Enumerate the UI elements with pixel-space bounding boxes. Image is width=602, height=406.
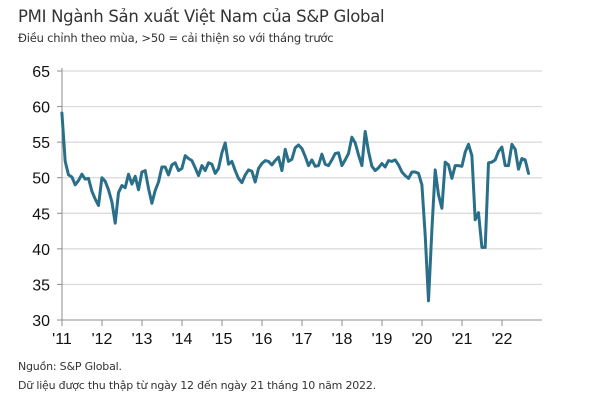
x-tick-label: '14 (172, 331, 193, 348)
y-tick-label: 40 (32, 242, 50, 259)
source-note: Nguồn: S&P Global. (18, 360, 122, 373)
series-line-pmi (60, 111, 530, 303)
chart-title: PMI Ngành Sản xuất Việt Nam của S&P Glob… (18, 7, 385, 26)
chart-subtitle: Điều chỉnh theo mùa, >50 = cải thiện so … (18, 31, 334, 45)
series-group (60, 111, 530, 303)
y-tick-label: 50 (32, 171, 50, 188)
collection-note: Dữ liệu được thu thập từ ngày 12 đến ngà… (18, 379, 376, 392)
x-tick-label: '11 (52, 331, 72, 348)
y-tick-label: 60 (32, 100, 50, 117)
x-axis-labels: '11 '12 '13 '14 '15 '16 '17 '18 '19 '20 '21 '22 (52, 331, 512, 348)
gridlines (62, 70, 542, 286)
x-tick-label: '12 (92, 331, 113, 348)
y-axis-labels: 30 35 40 45 50 55 60 65 (32, 64, 50, 330)
y-tick-label: 45 (32, 206, 50, 223)
x-tick-label: '16 (252, 331, 273, 348)
y-tick-label: 35 (32, 277, 50, 294)
x-tick-label: '19 (372, 331, 393, 348)
x-tick-label: '18 (332, 331, 353, 348)
x-tick-label: '17 (292, 331, 313, 348)
x-tick-label: '21 (452, 331, 473, 348)
y-tick-label: 55 (32, 135, 50, 152)
x-tick-label: '22 (492, 331, 513, 348)
x-tick-label: '20 (412, 331, 433, 348)
x-tick-label: '13 (132, 331, 153, 348)
y-tick-label: 30 (32, 313, 50, 330)
y-tick-label: 65 (32, 64, 50, 81)
axes (57, 68, 542, 326)
x-tick-label: '15 (212, 331, 233, 348)
